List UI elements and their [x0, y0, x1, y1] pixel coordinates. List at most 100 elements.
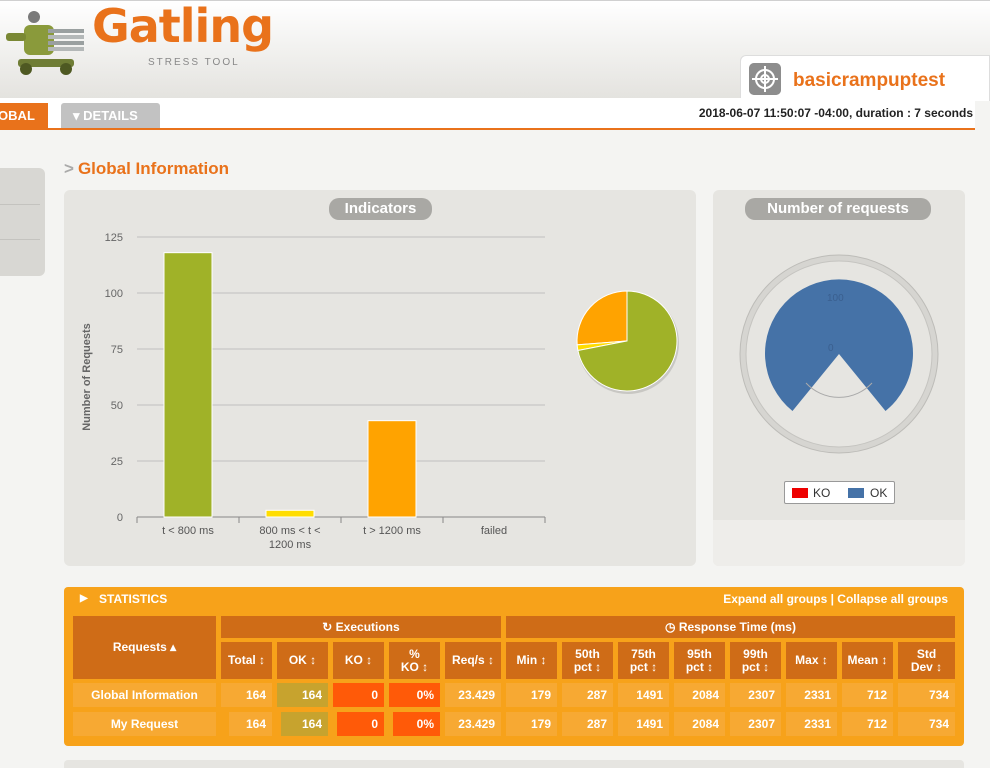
y-axis-label: Number of Requests — [81, 323, 93, 431]
bar-0 — [163, 252, 213, 518]
requests-legend: KO OK — [784, 481, 895, 504]
table-cell: 0% — [393, 712, 440, 736]
table-cell: 2331 — [786, 712, 837, 736]
table-cell: 734 — [898, 712, 955, 736]
x-tick-label: t < 800 ms — [162, 525, 214, 537]
x-tick-label: t > 1200 ms — [363, 525, 421, 537]
tab-bar: GLOBAL ▾ DETAILS 2018-06-07 11:50:07 -04… — [0, 98, 975, 130]
legend-ok-swatch — [848, 488, 864, 498]
table-cell: 179 — [506, 683, 557, 707]
table-cell: 712 — [842, 683, 893, 707]
side-menu-divider — [0, 239, 40, 240]
column-header-11[interactable]: Mean ↕ — [842, 642, 893, 679]
table-cell: 164 — [221, 683, 272, 707]
table-cell: 23.429 — [445, 712, 501, 736]
column-header-1[interactable]: OK ↕ — [277, 642, 328, 679]
column-header-5[interactable]: Min ↕ — [506, 642, 557, 679]
table-cell: 0% — [389, 683, 440, 707]
group-links: Expand all groups | Collapse all groups — [723, 592, 948, 606]
expand-all-groups-link[interactable]: Expand all groups — [723, 592, 828, 606]
requests-panel: Number of requests 100 0 — [713, 190, 965, 566]
executions-group-header: ↻ Executions — [221, 616, 501, 638]
side-menu[interactable] — [0, 168, 45, 276]
section-title-text: Global Information — [77, 159, 230, 178]
table-cell: 2307 — [730, 712, 781, 736]
side-menu-divider — [0, 204, 40, 205]
x-tick-label: failed — [481, 525, 507, 537]
indicators-panel: Indicators 0 25 50 75 100 125 Number of Reques… — [64, 190, 696, 566]
bar-1 — [265, 509, 315, 518]
section-title: > Global Information — [64, 159, 229, 179]
table-cell: 23.429 — [445, 683, 501, 707]
column-header-12[interactable]: Std Dev ↕ — [898, 642, 955, 679]
column-header-10[interactable]: Max ↕ — [786, 642, 837, 679]
table-cell: 0 — [337, 712, 384, 736]
table-cell: 1491 — [618, 712, 669, 736]
tab-global[interactable]: GLOBAL — [0, 103, 48, 128]
row-name[interactable]: My Request — [73, 712, 216, 736]
table-cell: 712 — [842, 712, 893, 736]
run-info: 2018-06-07 11:50:07 -04:00, duration : 7… — [698, 106, 973, 120]
table-cell: 0 — [333, 683, 384, 707]
table-cell: 734 — [898, 683, 955, 707]
response-time-group-header: ◷ Response Time (ms) — [506, 616, 955, 638]
target-icon — [749, 63, 781, 95]
pie-slice-0 — [577, 290, 678, 392]
table-cell: 164 — [277, 683, 328, 707]
y-tick-label: 0 — [117, 512, 123, 524]
group-links-separator: | — [827, 592, 838, 606]
bar-2 — [367, 420, 417, 518]
legend-ko-label[interactable]: KO — [813, 486, 831, 500]
column-header-3[interactable]: % KO ↕ — [389, 642, 440, 679]
tab-details[interactable]: ▾ DETAILS — [61, 103, 160, 128]
collapse-all-groups-link[interactable]: Collapse all groups — [837, 592, 948, 606]
gatling-gun-logo-icon — [6, 11, 84, 75]
panel-footer — [713, 520, 965, 566]
y-tick-label: 25 — [111, 456, 123, 468]
row-name[interactable]: Global Information — [73, 683, 216, 707]
statistics-title: STATISTICS — [99, 592, 168, 606]
section-arrow-icon: > — [64, 159, 74, 178]
y-tick-label: 75 — [111, 344, 123, 356]
column-header-8[interactable]: 95th pct ↕ — [674, 642, 725, 679]
logo-wordmark: Gatling — [92, 0, 274, 53]
legend-ok-label[interactable]: OK — [870, 486, 888, 500]
indicators-bar-chart: 0 25 50 75 100 125 Number of Requests t < 800 m… — [81, 232, 679, 551]
gauge-label-0: 0 — [828, 343, 834, 354]
statistics-panel: ▶ STATISTICS Expand all groups | Collaps… — [64, 587, 964, 746]
table-cell: 1491 — [618, 683, 669, 707]
indicators-title: Indicators — [329, 198, 432, 220]
column-header-9[interactable]: 99th pct ↕ — [730, 642, 781, 679]
table-cell: 287 — [562, 683, 613, 707]
gauge-ok-segment — [765, 279, 913, 411]
requests-column-header[interactable]: Requests ▴ — [73, 616, 216, 679]
table-cell: 179 — [506, 712, 557, 736]
table-cell: 287 — [562, 712, 613, 736]
table-cell: 2084 — [674, 712, 725, 736]
y-tick-label: 50 — [111, 400, 123, 412]
table-cell: 2307 — [730, 683, 781, 707]
y-tick-label: 125 — [105, 232, 123, 244]
statistics-header: ▶ STATISTICS Expand all groups | Collaps… — [64, 587, 964, 611]
logo-subtitle: STRESS TOOL — [148, 57, 240, 68]
column-header-0[interactable]: Total ↕ — [221, 642, 272, 679]
table-cell: 2084 — [674, 683, 725, 707]
requests-gauge: 100 0 — [739, 254, 939, 454]
simulation-name: basicrampuptest — [793, 70, 946, 91]
gauge-label-100: 100 — [827, 293, 844, 304]
gauge-inner-arc — [805, 382, 873, 398]
column-header-6[interactable]: 50th pct ↕ — [562, 642, 613, 679]
x-tick-label: 1200 ms — [269, 539, 312, 551]
table-cell: 2331 — [786, 683, 837, 707]
next-panel-edge — [64, 760, 964, 768]
requests-title: Number of requests — [745, 198, 931, 220]
y-tick-label: 100 — [105, 288, 123, 300]
x-tick-label: 800 ms < t < — [259, 525, 320, 537]
legend-ko-swatch — [792, 488, 808, 498]
table-cell: 164 — [281, 712, 328, 736]
simulation-box: basicrampuptest — [740, 55, 990, 101]
column-header-2[interactable]: KO ↕ — [333, 642, 384, 679]
collapse-triangle-icon[interactable]: ▶ — [80, 593, 88, 604]
column-header-7[interactable]: 75th pct ↕ — [618, 642, 669, 679]
column-header-4[interactable]: Req/s ↕ — [445, 642, 501, 679]
